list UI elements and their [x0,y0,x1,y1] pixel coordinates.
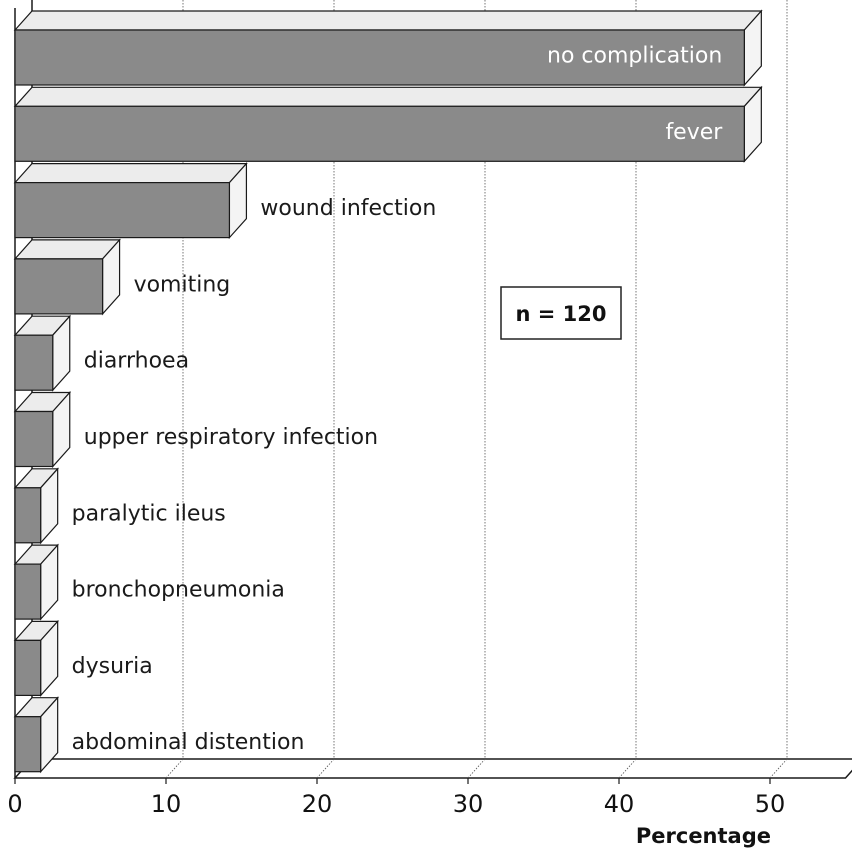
x-tick-label: 30 [453,790,484,818]
bar [14,563,42,620]
bar [14,258,104,315]
floor-gridline [165,758,184,779]
bar-group: diarrhoea [13,314,189,392]
bar-label: wound infection [260,196,436,221]
bar-group: wound infection [13,162,436,240]
bars: no complication fever wound infection vomit… [13,9,763,774]
bar-group: vomiting [13,238,231,316]
bar-group: dysuria [13,619,153,697]
bar-group: fever [13,85,763,163]
bar-label: diarrhoea [84,349,189,374]
bar-label: dysuria [72,654,153,679]
floor-gridline [769,758,788,779]
bar [14,410,54,468]
floor-gridline [316,758,335,779]
x-tick-label: 0 [7,790,22,818]
bar-group: bronchopneumonia [13,543,285,621]
bar-top-face [13,239,121,260]
x-tick-label: 10 [151,790,182,818]
bar-label: paralytic ileus [72,501,226,526]
bar-top-face [13,86,763,107]
annotation-box [500,286,622,340]
bar-label: vomiting [134,272,231,297]
bar-label: no complication [547,44,722,69]
sample-size-annotation: n = 120 [500,286,622,340]
bar [14,639,42,697]
x-tick-label: 20 [302,790,333,818]
bar-group: abdominal distention [13,696,305,774]
bar-group: upper respiratory infection [13,390,378,469]
bar [14,29,745,86]
bar-label: upper respiratory infection [84,425,378,450]
x-axis-title: Percentage [636,824,771,848]
annotation-text: n = 120 [515,302,606,326]
bar-label: bronchopneumonia [72,578,285,603]
x-tick-label: 50 [755,790,786,818]
bar-top-face [13,163,248,184]
bar [14,716,42,773]
x-tick-label: 40 [604,790,635,818]
floor-gridline [618,758,637,779]
bar [14,182,231,239]
bar-label: abdominal distention [72,730,305,755]
floor-gridline [467,758,486,779]
bar [14,334,54,391]
bar [14,487,42,544]
bar-group: no complication [13,9,763,87]
chart-floor [13,758,852,779]
bar-top-face [13,10,763,31]
bar [14,105,745,162]
bar-group: paralytic ileus [13,467,226,545]
bar-label: fever [665,120,723,145]
x-ticks: 0 10 20 30 40 50 [7,778,785,818]
